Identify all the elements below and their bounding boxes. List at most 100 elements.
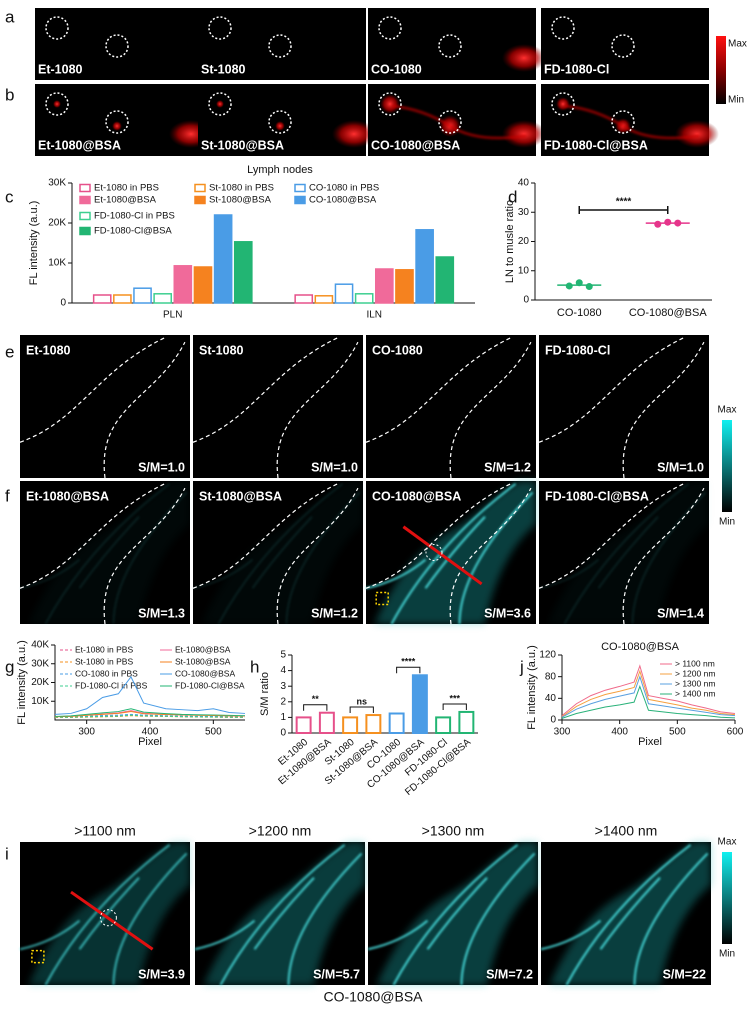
bar	[294, 294, 314, 304]
tissue-glow	[28, 481, 190, 624]
vessel	[192, 558, 254, 590]
y-tick-label: 0	[60, 298, 66, 309]
legend-label: St-1080@BSA	[175, 656, 231, 666]
bar	[92, 294, 112, 304]
legend-label: CO-1080@BSA	[175, 668, 235, 678]
image-panel: S/M=3.9	[19, 842, 190, 986]
significance-bracket	[578, 206, 669, 214]
image-background	[541, 8, 709, 80]
image-label: Et-1080	[26, 343, 71, 357]
colorbar	[722, 852, 732, 944]
roi-circle	[378, 16, 402, 40]
image-panel: FD-1080-Cl@BSA	[541, 84, 719, 156]
x-tick-label: 400	[142, 727, 159, 738]
vessel	[392, 844, 519, 986]
legend-swatch	[194, 183, 206, 193]
legend-swatch	[79, 195, 91, 205]
panel-letter: f	[5, 486, 10, 505]
bar	[365, 714, 382, 734]
node-signal	[275, 121, 285, 131]
image-panel: CO-1080	[368, 8, 546, 80]
image-label: FD-1080-Cl@BSA	[544, 138, 648, 152]
legend-label: > 1400 nm	[675, 688, 715, 698]
y-tick-label: 1	[280, 712, 286, 723]
y-tick-label: 5	[280, 650, 286, 661]
profile-line	[70, 890, 154, 951]
roi-circle	[551, 92, 575, 116]
legend-label: St-1080@BSA	[209, 195, 272, 206]
ratio-label: S/M=22	[663, 967, 706, 981]
legend-label: CO-1080 in PBS	[309, 183, 379, 194]
vessel	[367, 919, 429, 951]
roi-circle	[438, 34, 462, 58]
legend-label: Et-1080@BSA	[175, 644, 231, 654]
vessel	[460, 852, 536, 986]
boundary	[19, 337, 165, 443]
legend-label: FD-1080-Cl@BSA	[175, 680, 245, 690]
line	[54, 711, 246, 718]
ratio-label: S/M=1.0	[311, 460, 358, 474]
header-label: >1400 nm	[595, 823, 658, 839]
bar	[415, 229, 434, 304]
ratio-label: S/M=1.0	[657, 460, 704, 474]
image-label: CO-1080	[371, 62, 422, 76]
vessel	[219, 844, 346, 986]
image-panel: CO-1080@BSA	[368, 84, 546, 156]
tissue-glow	[203, 842, 365, 985]
colorbar-max: Max	[718, 837, 737, 848]
bar	[435, 256, 455, 304]
image-panel: Et-1080 S/M=1.0	[19, 335, 190, 479]
y-tick-label: 10K	[48, 258, 66, 269]
ratio-label: S/M=3.6	[484, 606, 531, 620]
colorbar-max: Max	[728, 39, 747, 50]
x-tick-label: 300	[554, 727, 571, 738]
vessel	[78, 516, 140, 589]
bar	[388, 712, 405, 734]
x-tick-label: 500	[205, 727, 222, 738]
ratio-label: S/M=5.7	[313, 967, 360, 981]
y-tick-label: 2	[280, 696, 286, 707]
bar	[375, 268, 394, 304]
vessel	[287, 852, 363, 986]
image-panel: St-1080@BSA	[198, 84, 376, 156]
image-label: St-1080	[199, 343, 244, 357]
line	[561, 669, 736, 718]
image-panel: S/M=5.7	[194, 842, 365, 986]
boundary	[19, 483, 165, 589]
caption: CO-1080@BSA	[323, 989, 423, 1005]
boundary	[192, 337, 338, 443]
image-panel: St-1080 S/M=1.0	[192, 335, 363, 479]
bar	[113, 294, 132, 304]
y-tick-label: 10	[518, 265, 530, 276]
line	[54, 708, 246, 717]
legend-label: FD-1080-Cl@BSA	[94, 226, 172, 237]
image-label: Et-1080@BSA	[38, 138, 121, 152]
boundary	[449, 487, 532, 625]
image-label: St-1080@BSA	[201, 138, 284, 152]
colorbar-min: Min	[728, 95, 744, 106]
point	[654, 220, 662, 228]
roi-circle	[105, 110, 129, 134]
image-panel: St-1080	[198, 8, 366, 80]
image-panel: Et-1080@BSA S/M=1.3	[19, 481, 190, 625]
x-axis-label: Pixel	[138, 736, 162, 748]
panel-letter: h	[250, 657, 259, 676]
vessel	[194, 919, 256, 951]
image-background	[198, 8, 366, 80]
boundary	[276, 487, 359, 625]
bar	[193, 266, 213, 304]
vessel	[599, 877, 661, 950]
image-panel: Et-1080@BSA	[35, 84, 213, 156]
image-label: FD-1080-Cl@BSA	[545, 489, 649, 503]
y-axis-label: S/M ratio	[259, 672, 271, 716]
image-background	[368, 8, 536, 80]
x-tick-label: 500	[669, 727, 686, 738]
colorbar-min: Min	[719, 949, 735, 960]
legend-swatch	[79, 226, 91, 236]
bar	[173, 265, 193, 304]
significance-label: ns	[356, 696, 367, 706]
legend-swatch	[79, 211, 91, 221]
glow	[675, 120, 719, 148]
bar	[435, 716, 452, 735]
